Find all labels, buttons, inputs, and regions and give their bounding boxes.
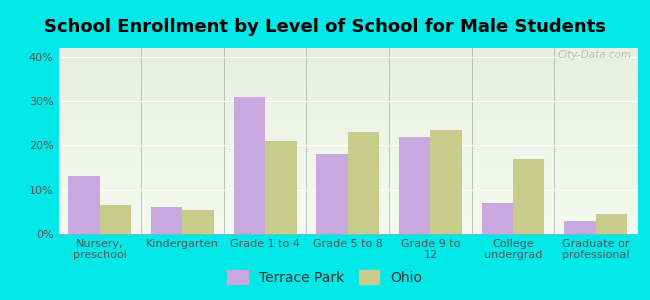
Bar	[100, 205, 131, 234]
Bar	[234, 97, 265, 234]
Bar	[151, 207, 183, 234]
Bar	[595, 214, 627, 234]
Bar	[482, 203, 513, 234]
Bar	[430, 130, 461, 234]
Bar	[265, 141, 296, 234]
Bar	[68, 176, 100, 234]
Text: City-Data.com: City-Data.com	[557, 50, 631, 60]
Bar	[564, 221, 595, 234]
Bar	[183, 210, 214, 234]
Bar	[513, 159, 545, 234]
Text: School Enrollment by Level of School for Male Students: School Enrollment by Level of School for…	[44, 18, 606, 36]
Legend: Terrace Park, Ohio: Terrace Park, Ohio	[222, 264, 428, 290]
Bar	[348, 132, 379, 234]
Bar	[399, 136, 430, 234]
Bar	[317, 154, 348, 234]
